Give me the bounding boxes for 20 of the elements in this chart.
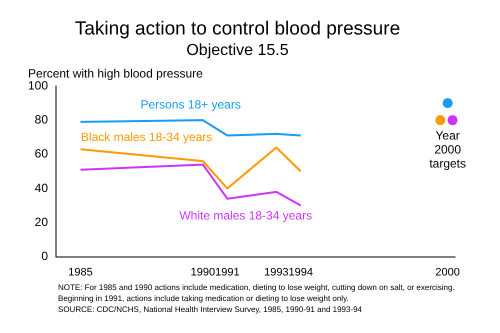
x-tick-label: 1993: [264, 266, 289, 278]
chart-subtitle: Objective 15.5: [186, 42, 289, 59]
series-label: Black males 18-34 years: [80, 130, 212, 144]
text: NOTE: For 1985 and 1990 actions include medication, dieting to lose weight, cutting down on salt, or exercising. Beginning in 1991, actions include taking medication or dieting to lose weight only. SOURCE: CDC/NCHS, National Health Interview Survey, 1985, 1990-91 and 1993-94: [57, 282, 456, 315]
x-tick-label: 1991: [215, 266, 240, 278]
y-tick-label: 20: [34, 214, 48, 229]
series-label: White males 18-34 years: [179, 208, 312, 222]
x-tick-label: 2000: [435, 266, 460, 278]
y-axis-title: Percent with high blood pressure: [28, 66, 204, 80]
y-tick-label: 0: [41, 249, 48, 264]
x-tick-label: 1990: [190, 266, 216, 278]
series-label: Persons 18+ years: [140, 98, 241, 112]
y-tick-label: 100: [28, 78, 48, 92]
x-tick-label: 1985: [68, 266, 93, 278]
chart-title: Taking action to control blood pressure: [74, 18, 400, 40]
annotation: Year 2000 targets: [429, 128, 466, 170]
y-tick-label: 80: [34, 112, 48, 126]
x-tick-label: 1994: [288, 266, 314, 278]
y-tick-label: 60: [34, 146, 48, 161]
y-tick-label: 40: [34, 180, 48, 195]
